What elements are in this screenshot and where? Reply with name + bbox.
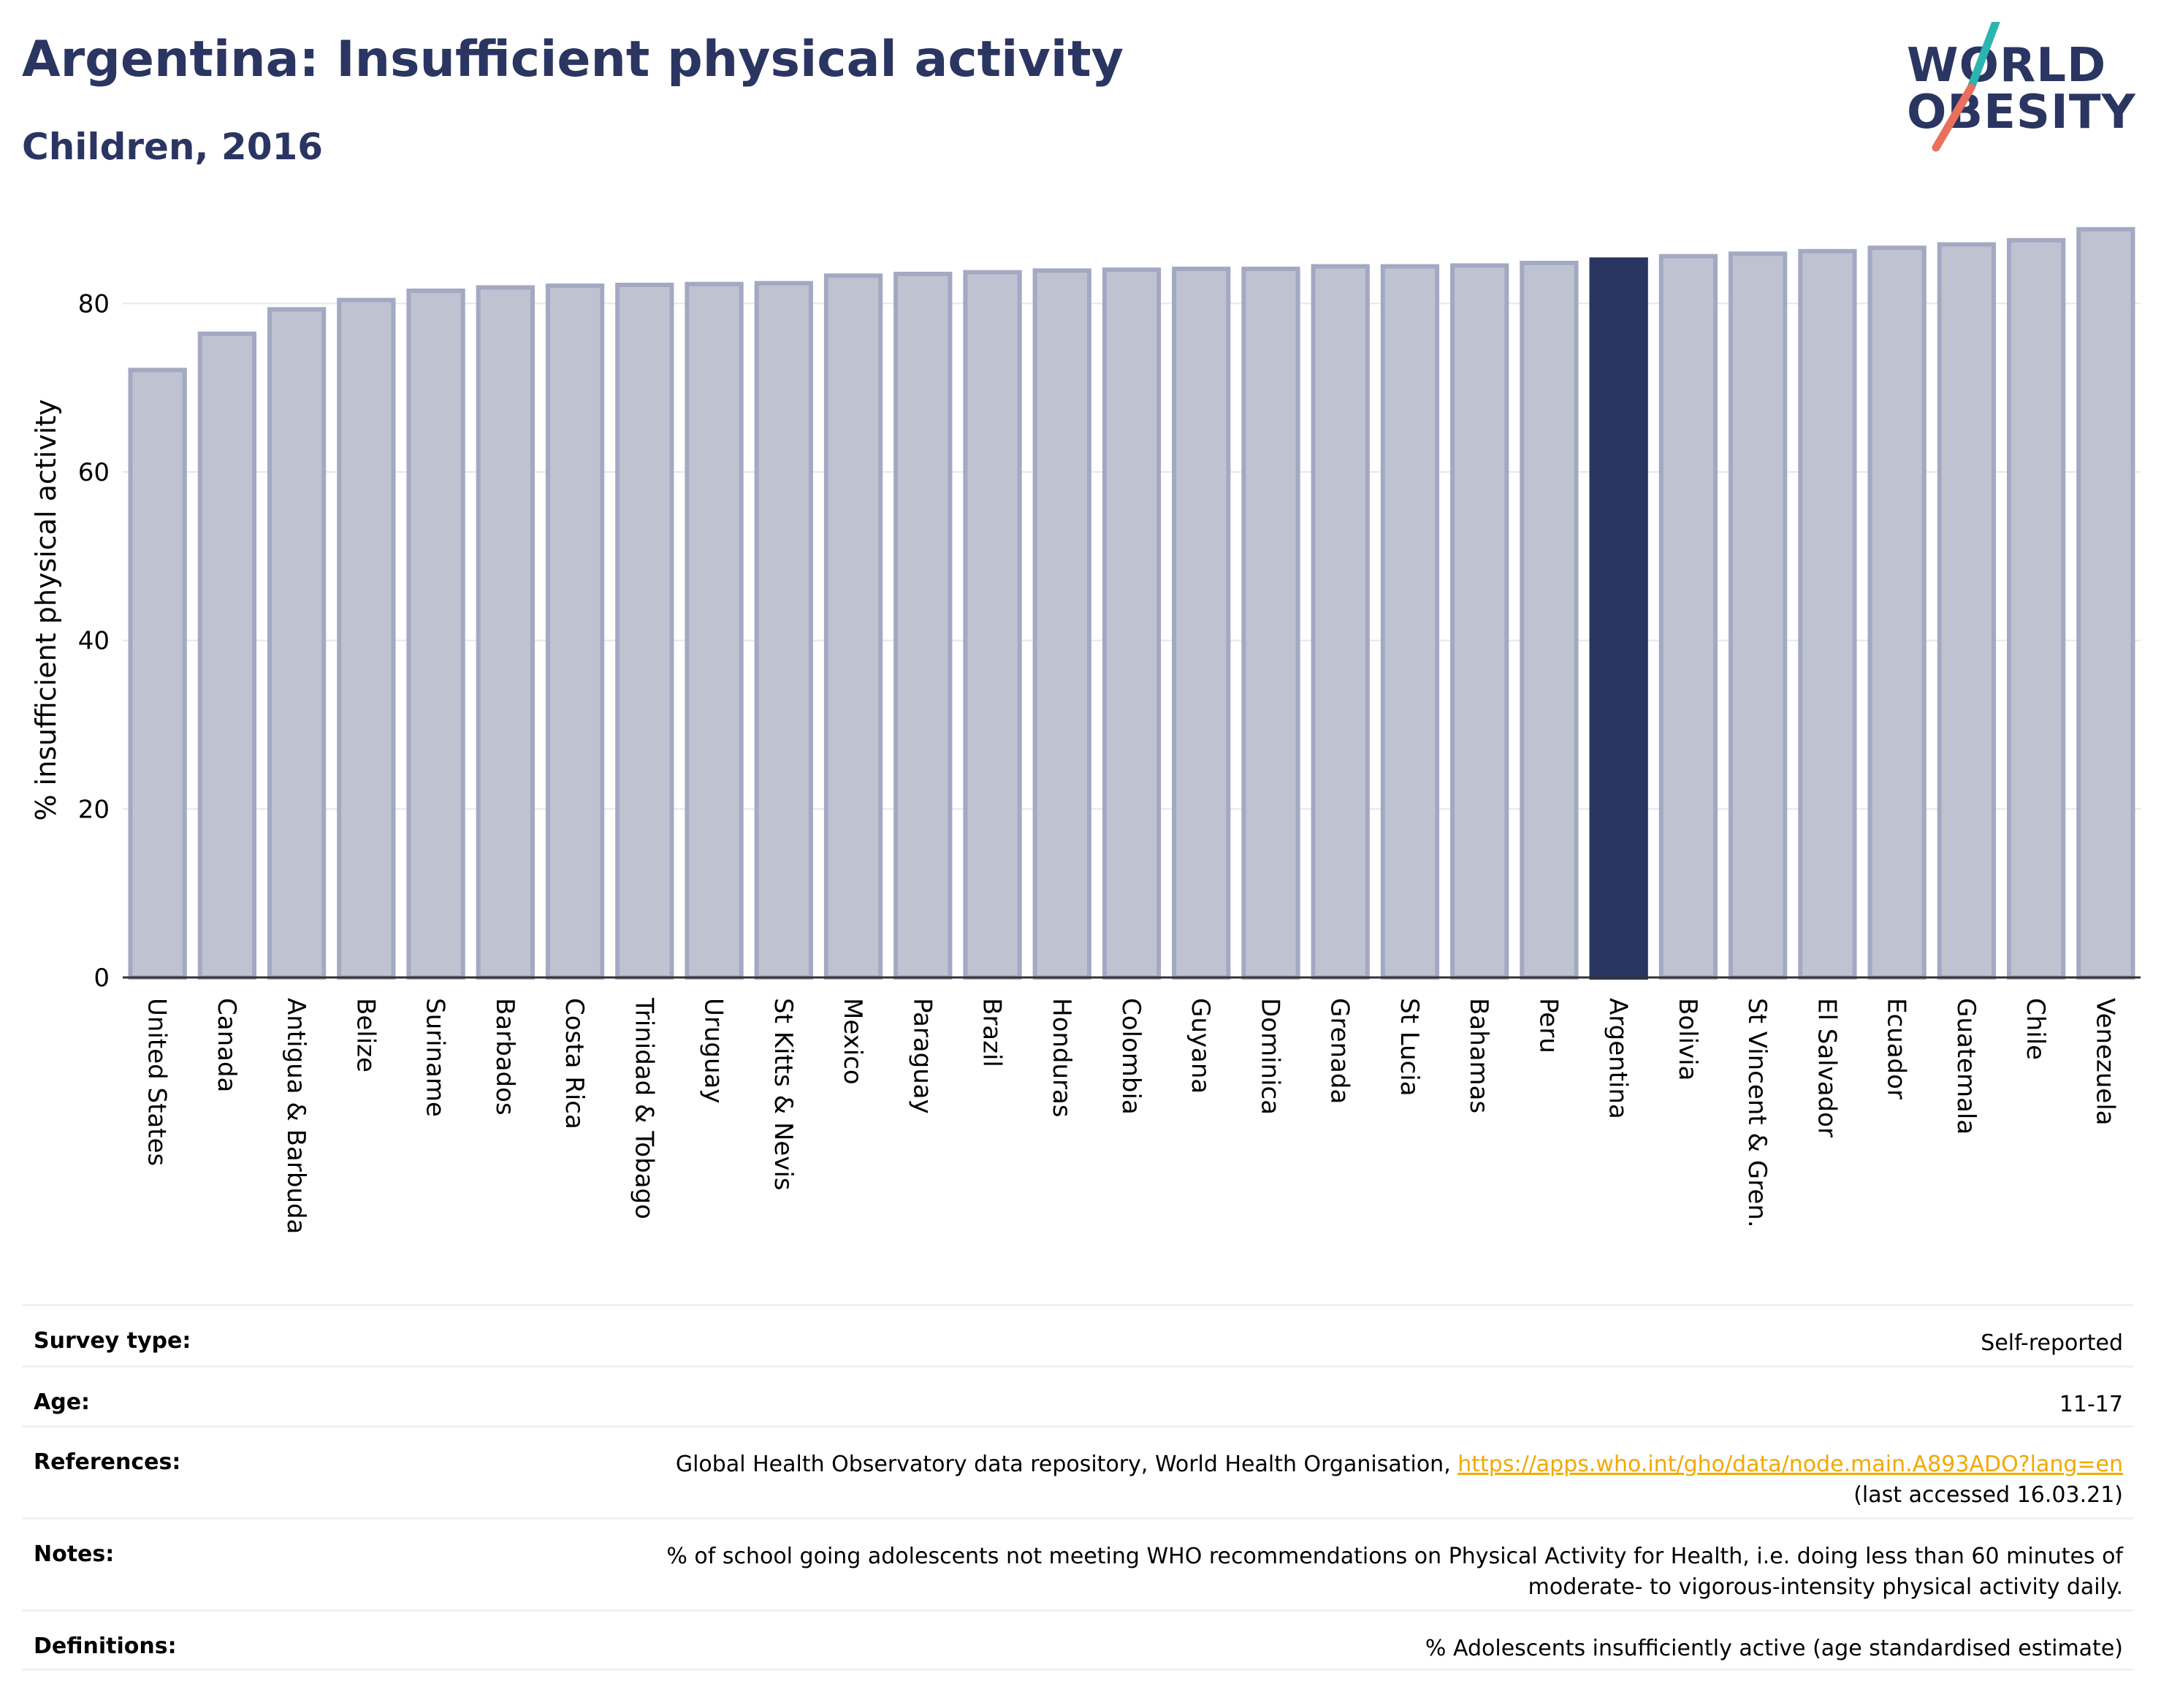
bar[interactable]: [1311, 264, 1370, 980]
bar[interactable]: [2076, 226, 2135, 980]
bar[interactable]: [615, 282, 674, 980]
info-row-survey-type: Survey type: Self-reported: [22, 1304, 2133, 1365]
x-tick-label: Grenada: [1325, 998, 1354, 1104]
info-label: References:: [34, 1449, 181, 1475]
x-tick-label: El Salvador: [1812, 998, 1841, 1137]
bar[interactable]: [337, 297, 396, 980]
bar[interactable]: [893, 271, 953, 980]
reference-text: Global Health Observatory data repositor…: [675, 1452, 1458, 1477]
bar[interactable]: [823, 273, 883, 980]
x-tick-label: Costa Rica: [560, 998, 589, 1129]
bar[interactable]: [1380, 264, 1440, 980]
reference-accessed: (last accessed 16.03.21): [1853, 1482, 2123, 1508]
x-tick-label: Paraguay: [907, 998, 937, 1114]
x-tick-label: Venezuela: [2090, 998, 2119, 1126]
info-value: % Adolescents insufficiently active (age…: [1425, 1636, 2123, 1661]
bar[interactable]: [476, 285, 535, 980]
bar[interactable]: [685, 281, 744, 980]
info-value: % of school going adolescents not meetin…: [666, 1541, 2123, 1603]
bar[interactable]: [1450, 263, 1509, 980]
x-tick-label: Uruguay: [699, 998, 728, 1104]
bar[interactable]: [1798, 248, 1857, 980]
x-tick-label: Peru: [1533, 998, 1563, 1053]
x-tick-label: Guyana: [1186, 998, 1215, 1094]
chart-subtitle: Children, 2016: [22, 126, 324, 168]
x-tick-label: Canada: [212, 998, 241, 1092]
info-label: Age:: [34, 1389, 91, 1415]
x-tick-label: Brazil: [977, 998, 1007, 1067]
notes-line-1: % of school going adolescents not meetin…: [666, 1544, 2123, 1569]
bar[interactable]: [754, 281, 813, 980]
x-tick-label: Belize: [351, 998, 380, 1072]
info-row-notes: Notes: % of school going adolescents not…: [22, 1517, 2133, 1609]
info-label: Survey type:: [34, 1328, 191, 1354]
x-tick-label: St Lucia: [1395, 998, 1424, 1097]
bar[interactable]: [1102, 267, 1162, 980]
bar[interactable]: [1729, 251, 1788, 980]
logo-slash-icon: [1932, 22, 2000, 152]
x-tick-label: Dominica: [1255, 998, 1284, 1115]
x-tick-label: Mexico: [838, 998, 867, 1085]
info-value: Self-reported: [1981, 1330, 2123, 1356]
y-tick-label: 60: [78, 458, 110, 487]
bar[interactable]: [1172, 267, 1231, 980]
info-value: Global Health Observatory data repositor…: [676, 1449, 2123, 1511]
bar[interactable]: [267, 307, 327, 980]
bar[interactable]: [197, 331, 257, 980]
bar[interactable]: [1241, 267, 1300, 980]
bar-highlight[interactable]: [1589, 257, 1648, 980]
x-axis-ticks: United States Canada Antigua & Barbuda Beli…: [142, 997, 2120, 1234]
x-tick-label: Guatemala: [1951, 998, 1981, 1135]
notes-line-2: moderate- to vigorous-intensity physical…: [1528, 1574, 2123, 1600]
bar[interactable]: [128, 367, 187, 980]
bar[interactable]: [963, 270, 1022, 980]
reference-link[interactable]: https://apps.who.int/gho/data/node.main.…: [1457, 1452, 2123, 1477]
bar[interactable]: [545, 283, 605, 980]
bar[interactable]: [406, 289, 465, 980]
bar-chart: 0 20 40 60 80 United States Canada Antigua & B…: [30, 226, 2141, 1234]
x-tick-label: Chile: [2021, 998, 2050, 1060]
x-tick-label: Honduras: [1047, 998, 1076, 1118]
bars: [128, 226, 2135, 980]
x-tick-label: Trinidad & Tobago: [629, 997, 658, 1219]
world-obesity-logo: WORLD OBESITY: [1899, 22, 2148, 153]
y-tick-label: 40: [78, 627, 110, 656]
info-row-references: References: Global Health Observatory da…: [22, 1425, 2133, 1517]
y-tick-label: 20: [78, 795, 110, 824]
info-row-age: Age: 11-17: [22, 1365, 2133, 1425]
x-tick-label: Barbados: [490, 998, 519, 1116]
bar[interactable]: [2006, 237, 2066, 980]
x-tick-label: Bahamas: [1464, 998, 1493, 1113]
x-tick-label: Bolivia: [1673, 998, 1702, 1080]
x-tick-label: Ecuador: [1882, 998, 1911, 1099]
info-table: Survey type: Self-reported Age: 11-17 Re…: [22, 1304, 2133, 1671]
x-tick-label: St Kitts & Nevis: [769, 998, 798, 1191]
y-tick-label: 0: [94, 964, 110, 993]
bar[interactable]: [1867, 245, 1926, 980]
bar[interactable]: [1032, 268, 1091, 980]
bar[interactable]: [1658, 253, 1718, 980]
info-row-definitions: Definitions: % Adolescents insufficientl…: [22, 1609, 2133, 1671]
x-tick-label: Argentina: [1604, 998, 1633, 1119]
bar[interactable]: [1937, 242, 1997, 980]
logo-word-world: WORLD: [1907, 39, 2107, 93]
info-value: 11-17: [2059, 1392, 2123, 1417]
y-tick-label: 80: [78, 289, 110, 319]
x-tick-label: Colombia: [1116, 998, 1146, 1115]
x-tick-label: United States: [142, 998, 172, 1166]
x-tick-label: Antigua & Barbuda: [281, 998, 310, 1234]
x-tick-label: Suriname: [421, 998, 450, 1117]
x-tick-label: St Vincent & Gren.: [1742, 998, 1772, 1228]
y-axis-ticks: 0 20 40 60 80: [78, 289, 110, 993]
y-axis-label: % insufficient physical activity: [30, 399, 62, 820]
chart-title: Argentina: Insufficient physical activit…: [22, 31, 1124, 88]
info-label: Definitions:: [34, 1633, 177, 1659]
info-label: Notes:: [34, 1541, 115, 1567]
bar[interactable]: [1520, 260, 1579, 980]
